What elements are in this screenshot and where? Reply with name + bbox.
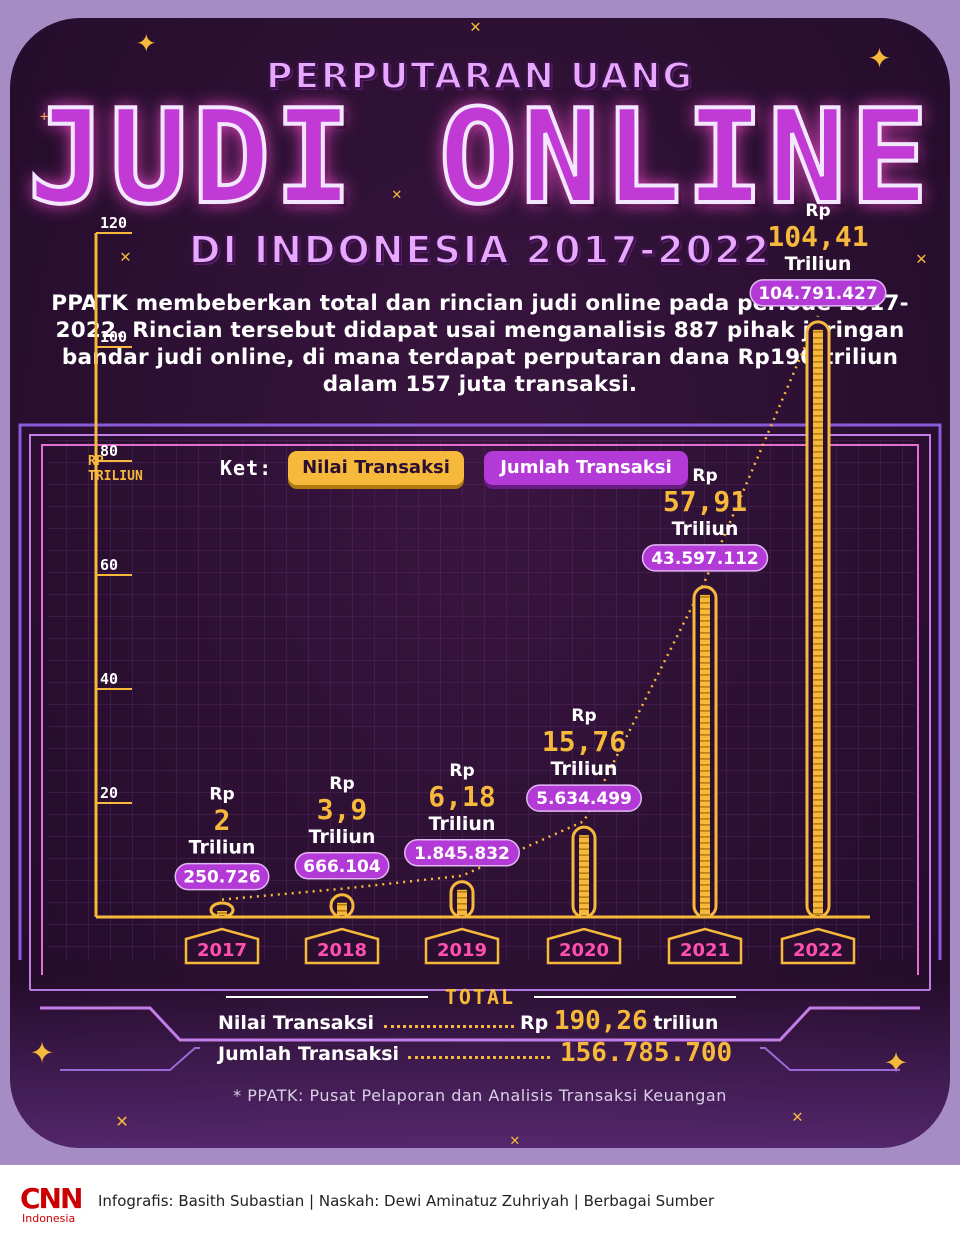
year-label: 2021 [680,940,730,961]
sparkle-icon: ✕ [120,246,131,267]
title-subtitle: DI INDONESIA 2017-2022 [188,227,771,273]
y-tick-label: 20 [100,784,118,802]
year-plate [667,927,743,965]
y-tick-label: 60 [100,556,118,574]
total-value-unit: triliun [653,1012,719,1034]
transaction-count-label: 104.791.427 [758,284,877,304]
sparkle-icon: ✕ [916,248,927,269]
sparkle-icon: ✕ [470,16,481,37]
transaction-count-pill [404,839,520,867]
legend-label: Ket: [220,456,273,480]
value-prefix-label: Rp [805,201,830,221]
sparkle-icon: ✕ [792,1106,803,1127]
footer-bar [0,1165,960,1241]
sparkle-icon: ✕ [510,1130,520,1149]
value-label: 6,18 [428,780,495,813]
total-count: 156.785.700 [560,1038,732,1068]
cnn-logo-subtitle: Indonesia [22,1212,76,1225]
value-prefix-label: Rp [209,785,234,805]
total-value-leader [384,1025,514,1028]
bar-fill [700,594,710,915]
cnn-logo: CNN [20,1182,83,1215]
totals-title: TOTAL [444,985,516,1009]
year-label: 2019 [437,940,487,961]
y-axis-title-line2: TRILIUN [88,469,143,484]
total-count-label: Jumlah Transaksi [218,1043,400,1065]
title-top: PERPUTARAN UANG [265,55,694,98]
sparkle-icon: ✕ [116,1108,129,1132]
value-prefix-label: Rp [692,466,717,486]
total-count-leader [408,1056,550,1059]
value-prefix-label: Rp [329,774,354,794]
value-unit-label: Triliun [309,826,376,848]
y-tick-label: 40 [100,670,118,688]
sparkle-icon: ✦ [868,33,891,77]
year-plate [184,927,260,965]
year-plate [546,927,622,965]
transaction-count-label: 1.845.832 [414,844,510,864]
transaction-count-label: 250.726 [183,868,260,888]
year-plate [304,927,380,965]
value-unit-label: Triliun [429,813,496,835]
footnote: * PPATK: Pusat Pelaporan dan Analisis Tr… [233,1086,727,1105]
total-value-label: Nilai Transaksi [218,1012,375,1034]
year-plate [424,927,500,965]
y-tick-label: 80 [100,442,118,460]
sparkle-icon: ✦ [136,21,157,61]
value-prefix-label: Rp [449,761,474,781]
transaction-count-label: 666.104 [303,857,381,877]
title-main: JUDI ONLINE [26,81,933,233]
total-value: Rp 190,26 triliun [520,1006,718,1036]
bar-fill [457,889,467,915]
value-label: 57,91 [663,485,747,518]
legend-count-transaction: Jumlah Transaksi [484,451,688,485]
year-label: 2017 [197,940,247,961]
sparkle-icon: ✕ [392,184,402,203]
total-value-prefix: Rp [520,1012,549,1034]
total-value-number: 190,26 [553,1006,648,1036]
value-label: 2 [214,804,231,837]
value-unit-label: Triliun [189,837,256,859]
value-label: 15,76 [542,725,626,758]
year-label: 2022 [793,940,843,961]
transaction-count-label: 5.634.499 [536,789,632,809]
bar-fill [813,329,823,915]
total-count-number: 156.785.700 [560,1038,733,1068]
value-unit-label: Triliun [551,758,618,780]
value-unit-label: Triliun [672,518,739,540]
bar-fill [579,835,589,915]
value-label: 3,9 [317,793,368,826]
transaction-count-label: 43.597.112 [651,549,759,569]
year-label: 2018 [317,940,367,961]
y-tick-label: 100 [100,328,127,346]
transaction-count-pill [749,279,887,307]
value-label: 104,41 [767,220,868,253]
bar [209,901,235,919]
year-label: 2020 [559,940,609,961]
y-tick-label: 120 [100,214,127,232]
sparkle-icon: + [40,109,49,125]
bar-fill [337,902,347,915]
transaction-count-pill [294,852,390,880]
legend-value-transaction: Nilai Transaksi [288,451,464,485]
transaction-count-pill [526,784,642,812]
value-unit-label: Triliun [785,253,852,275]
value-prefix-label: Rp [571,706,596,726]
transaction-trend-line [221,315,820,901]
credits: Infografis: Basith Subastian | Naskah: D… [98,1192,715,1210]
year-plate [780,927,856,965]
transaction-count-pill [174,862,270,891]
transaction-count-pill [641,544,769,572]
